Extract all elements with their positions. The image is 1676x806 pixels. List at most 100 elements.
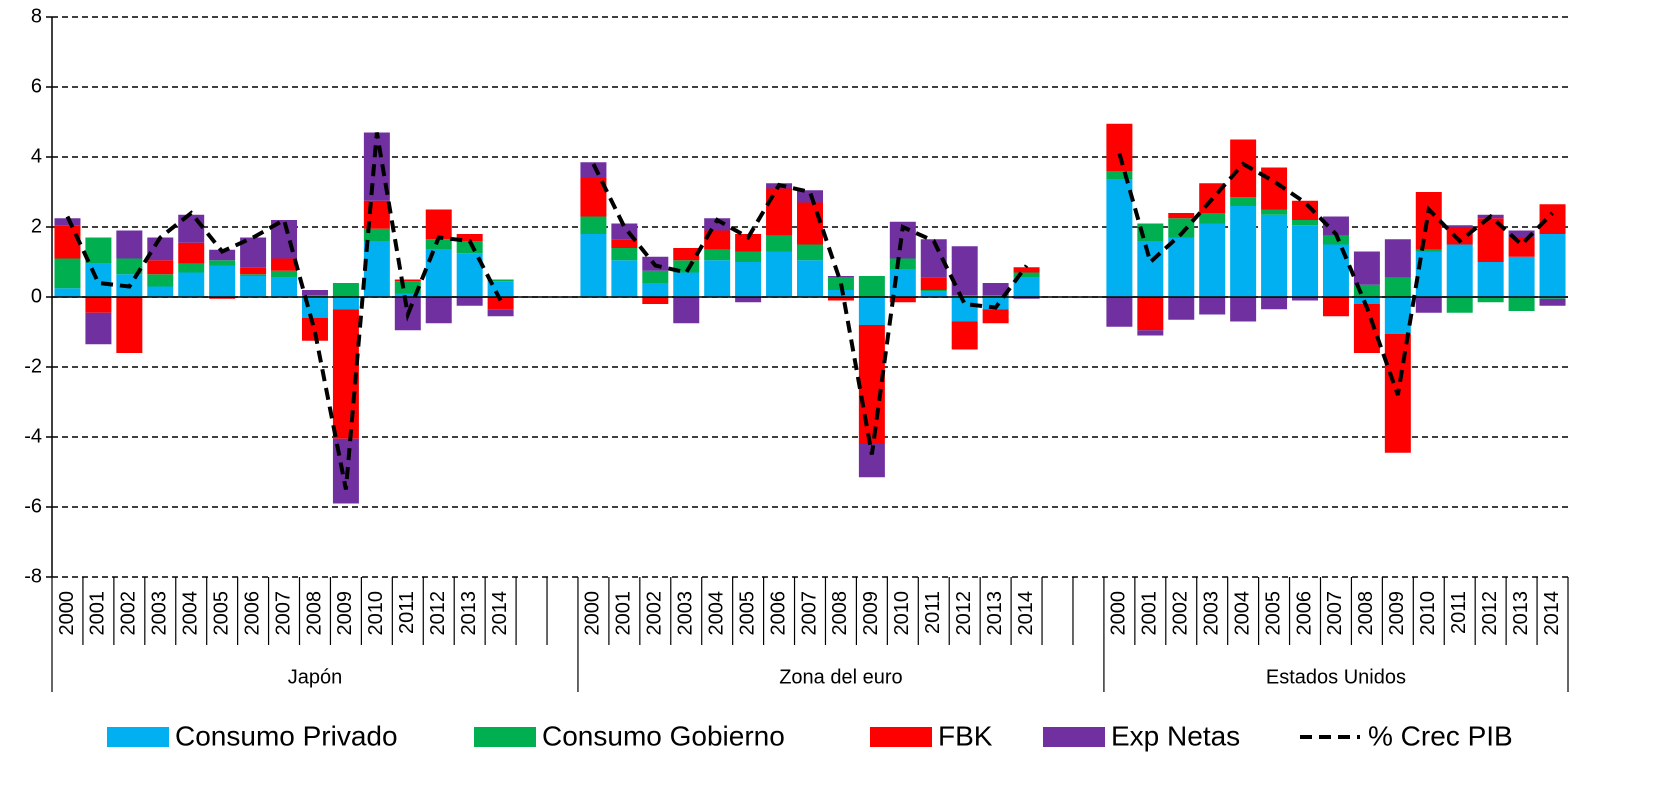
bar-segment — [271, 258, 298, 271]
bar-segment — [1168, 297, 1195, 320]
bar-segment — [1508, 297, 1535, 311]
x-tick-label: 2000 — [1108, 591, 1130, 636]
bar-segment — [982, 295, 1009, 297]
bar-segment — [673, 248, 700, 261]
bar-segment — [85, 237, 112, 264]
bar-segment — [827, 297, 854, 301]
bar-segment — [1322, 235, 1349, 245]
bar-segment — [271, 270, 298, 278]
bar-segment — [642, 270, 669, 283]
bar-segment — [425, 209, 452, 240]
bar-segment — [1384, 277, 1411, 297]
line-series — [65, 132, 1554, 490]
bar-segment — [209, 297, 236, 299]
x-tick-label: 2006 — [1293, 591, 1315, 636]
group-label: Zona del euro — [779, 666, 902, 688]
x-tick-label: 2005 — [736, 591, 758, 636]
bar-segment — [1539, 204, 1566, 234]
x-tick-label: 2000 — [56, 591, 78, 636]
bar-segment — [1168, 213, 1195, 219]
bar-segment — [920, 291, 947, 297]
x-tick-label: 2002 — [644, 591, 666, 636]
bar-segment — [858, 325, 885, 444]
bar-segment — [209, 249, 236, 261]
bar-segment — [1106, 171, 1133, 180]
bar-segment — [332, 283, 359, 297]
bar-segment — [425, 239, 452, 250]
bar-segment — [1013, 267, 1040, 273]
x-tick-label: 2008 — [1355, 591, 1377, 636]
x-tick-label: 2001 — [613, 591, 635, 636]
bar-segment — [766, 188, 793, 236]
bar-segment — [1230, 197, 1257, 206]
bar-segment — [735, 297, 762, 303]
bar-segment — [920, 277, 947, 290]
bar-segment — [456, 297, 483, 306]
bar-segment — [1539, 234, 1566, 297]
bar-segment — [1106, 297, 1133, 327]
bar-segment — [797, 260, 823, 297]
x-tick-label: 2011 — [922, 591, 944, 634]
x-tick-label: 2001 — [1139, 591, 1161, 636]
bar-segment — [1415, 297, 1442, 313]
legend-label: % Crec PIB — [1368, 720, 1513, 751]
bar-segment — [704, 218, 731, 231]
bar-segment — [889, 297, 916, 303]
bar-segment — [1106, 123, 1133, 171]
x-tick-label: 2014 — [1541, 591, 1563, 636]
bar-segment — [116, 258, 143, 275]
bar-segment — [147, 274, 174, 287]
bar-segment — [1477, 262, 1504, 297]
bar-segment — [766, 235, 793, 252]
bar-segment — [240, 267, 267, 275]
x-tick-label: 2012 — [427, 591, 449, 636]
y-tick-label: -8 — [24, 565, 42, 587]
bar-segment — [1230, 206, 1257, 297]
bar-segment — [673, 297, 700, 324]
y-tick-label: -6 — [24, 495, 42, 517]
bar-segment — [1013, 297, 1040, 299]
bar-segment — [178, 263, 205, 273]
legend-label: Consumo Gobierno — [542, 720, 785, 751]
bar-segment — [1261, 214, 1288, 297]
bar-segment — [920, 290, 947, 292]
bar-segment — [147, 237, 174, 261]
x-tick-label: 2008 — [829, 591, 851, 636]
bar-segment — [951, 295, 978, 297]
bar-segment — [54, 258, 81, 289]
x-tick-label: 2010 — [1417, 591, 1439, 636]
x-tick-label: 2004 — [705, 591, 727, 636]
x-tick-label: 2014 — [1015, 591, 1037, 636]
bar-segment — [487, 281, 514, 297]
bar-segment — [209, 260, 236, 266]
x-tick-label: 2006 — [767, 591, 789, 636]
bar-segment — [487, 297, 514, 310]
bar-segment — [982, 309, 1009, 324]
bar-segment — [1199, 213, 1226, 224]
bar-segment — [178, 242, 205, 264]
bar-segment — [240, 274, 267, 276]
y-tick-label: 0 — [31, 285, 42, 307]
bar-segment — [797, 202, 823, 245]
bar-segment — [673, 272, 700, 297]
x-tick-label: 2003 — [675, 591, 697, 636]
x-tick-label: 2004 — [180, 591, 202, 636]
bar-segment — [1353, 297, 1380, 304]
bar-segment — [1446, 227, 1473, 245]
x-tick-label: 2011 — [1448, 591, 1470, 634]
bar-segment — [178, 272, 205, 297]
bar-segment — [456, 234, 483, 241]
x-tick-label: 2011 — [396, 591, 418, 634]
bar-segment — [1539, 298, 1566, 306]
bar-segment — [642, 283, 669, 297]
x-tick-label: 2006 — [241, 591, 263, 636]
bar-segment — [1322, 297, 1349, 317]
bar-segment — [209, 265, 236, 297]
bar-segment — [827, 276, 854, 278]
x-tick-label: 2001 — [87, 591, 109, 636]
bar-segment — [1415, 249, 1442, 252]
x-tick-label: 2007 — [1324, 591, 1346, 636]
bar-segment — [85, 297, 112, 313]
